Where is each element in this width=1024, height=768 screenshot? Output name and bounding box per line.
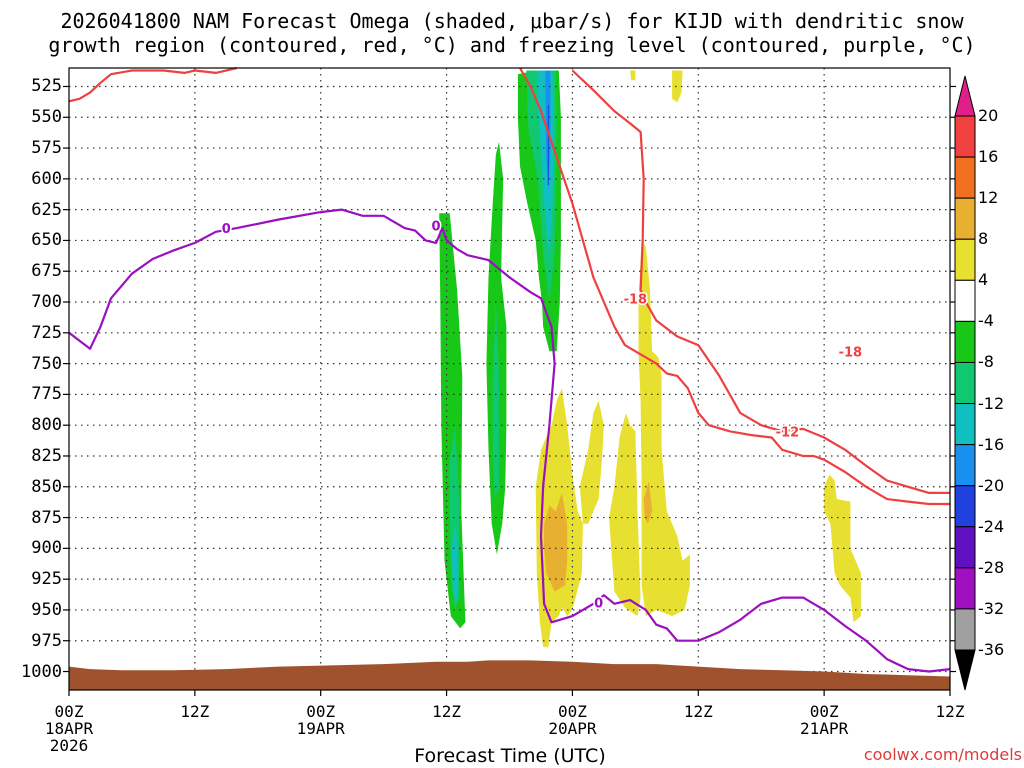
y-tick-label: 625 [31, 199, 62, 220]
y-tick-label: 600 [31, 168, 62, 189]
contour-label-5: 0 [594, 597, 603, 612]
y-tick-label: 1000 [21, 661, 62, 682]
credit-link[interactable]: coolwx.com/models [863, 745, 1022, 764]
x-date-label: 21APR [800, 719, 849, 738]
omega-shade-16 [630, 70, 636, 81]
y-tick-label: 675 [31, 261, 62, 282]
colorbar-bin-2 [954, 197, 976, 240]
colorbar-label: 8 [978, 229, 989, 249]
x-year-label: 2026 [49, 736, 89, 755]
colorbar-bin-11 [954, 567, 976, 610]
x-tick-label: 00Z [809, 702, 839, 721]
x-tick-label: 00Z [54, 702, 84, 721]
colorbar-bin-10 [954, 526, 976, 569]
contour-label-1: -18 [839, 345, 863, 360]
colorbar-label: -8 [978, 352, 994, 372]
x-date-label: 19APR [296, 719, 345, 738]
y-tick-label: 550 [31, 107, 62, 128]
x-tick-label: 12Z [935, 702, 965, 721]
x-date-label: 18APR [44, 719, 94, 738]
x-axis-title: Forecast Time (UTC) [414, 745, 606, 767]
omega-shade-6 [451, 523, 459, 604]
contour-label-3: 0 [222, 222, 231, 237]
x-tick-label: 12Z [432, 702, 462, 721]
colorbar-label: -16 [978, 434, 1005, 454]
terrain-layer [69, 660, 950, 690]
colorbar-label: 12 [978, 188, 999, 208]
x-tick-label: 00Z [557, 702, 587, 721]
colorbar-label: -36 [978, 640, 1005, 659]
omega-shade-14 [672, 70, 683, 103]
y-tick-label: 975 [31, 630, 62, 651]
contour-label-4: 0 [432, 220, 441, 235]
colorbar-bin-4 [954, 279, 976, 322]
colorbar-label: -4 [978, 311, 994, 331]
chart-title-line-2: growth region (contoured, red, °C) and f… [48, 33, 976, 57]
x-tick-label: 12Z [180, 702, 210, 721]
x-tick-label: 00Z [306, 702, 336, 721]
colorbar [954, 75, 976, 691]
colorbar-bin-3 [954, 238, 976, 281]
colorbar-bin-7 [954, 403, 976, 446]
colorbar-bin-8 [954, 444, 976, 487]
y-tick-label: 750 [31, 353, 62, 374]
omega-shade-12 [609, 412, 641, 617]
omega-shade-4 [492, 302, 499, 500]
colorbar-label: 16 [978, 147, 999, 167]
colorbar-label: 4 [978, 270, 989, 290]
chart-title-line-1: 2026041800 NAM Forecast Omega (shaded, μ… [60, 9, 964, 33]
y-tick-label: 950 [31, 599, 62, 620]
colorbar-bin-6 [954, 361, 976, 405]
omega-shade-15 [824, 474, 861, 623]
y-tick-label: 650 [31, 230, 62, 251]
colorbar-label: -12 [978, 393, 1005, 413]
contour-line-3 [519, 67, 950, 506]
y-tick-label: 900 [31, 538, 62, 559]
colorbar-label: 20 [978, 106, 999, 125]
colorbar-label: -32 [978, 598, 1005, 618]
y-tick-label: 875 [31, 507, 62, 528]
y-tick-label: 575 [31, 138, 62, 159]
contour-layer: -18 -18 -12 0 0 0 [68, 66, 951, 673]
omega-shading-layer [439, 70, 861, 647]
y-tick-label: 925 [31, 569, 62, 590]
y-tick-label: 825 [31, 445, 62, 466]
colorbar-label: -28 [978, 557, 1005, 577]
colorbar-bin-1 [954, 156, 976, 199]
colorbar-label: -24 [978, 516, 1005, 536]
terrain-surface [69, 660, 950, 690]
colorbar-bottom-arrow [954, 649, 976, 691]
y-tick-label: 525 [31, 76, 62, 97]
colorbar-bin-0 [954, 115, 976, 158]
contour-line-0 [68, 208, 951, 673]
omega-shade-11 [579, 400, 604, 524]
colorbar-bin-12 [954, 608, 976, 651]
axis-ticks [63, 85, 956, 696]
y-tick-label: 800 [31, 415, 62, 436]
omega-shade-18 [643, 480, 653, 524]
y-tick-label: 850 [31, 476, 62, 497]
x-date-label: 20APR [548, 719, 597, 738]
colorbar-label: -20 [978, 475, 1005, 495]
colorbar-top-arrow [954, 75, 976, 117]
contour-line-2 [68, 66, 238, 103]
contour-label-0: -18 [624, 292, 648, 307]
plot-frame [68, 67, 951, 691]
colorbar-bin-5 [954, 320, 976, 363]
y-tick-label: 725 [31, 322, 62, 343]
x-tick-label: 12Z [683, 702, 713, 721]
gridlines [69, 68, 950, 690]
colorbar-bin-9 [954, 485, 976, 528]
omega-shade-13 [638, 240, 690, 617]
y-tick-label: 700 [31, 292, 62, 313]
contour-label-2: -12 [776, 425, 800, 440]
contour-line-1 [571, 69, 950, 494]
y-tick-label: 775 [31, 384, 62, 405]
omega-shade-9 [547, 105, 549, 185]
